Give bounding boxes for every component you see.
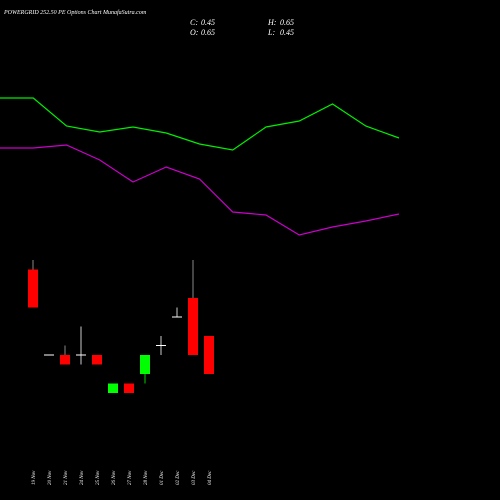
- candle-body: [204, 336, 214, 374]
- candle-body: [92, 355, 102, 365]
- ohlc-label: O:: [190, 28, 199, 37]
- indicator-line: [0, 97, 400, 151]
- ohlc-value: 0.65: [280, 18, 294, 27]
- ohlc-label: C:: [190, 18, 198, 27]
- x-tick-label: 04 Dec: [208, 470, 213, 485]
- ohlc-label: H:: [267, 18, 277, 27]
- candle-body: [140, 355, 150, 374]
- x-tick-label: 21 Nov: [64, 470, 69, 485]
- candle-body: [172, 316, 182, 318]
- chart-title: POWERGRID 252.50 PE Options Chart Munafa…: [3, 9, 147, 16]
- x-tick-label: 28 Nov: [144, 470, 149, 485]
- x-tick-label: 25 Nov: [96, 470, 101, 485]
- ohlc-value: 0.45: [280, 28, 294, 37]
- candle-body: [28, 269, 38, 308]
- x-tick-label: 27 Nov: [128, 470, 133, 485]
- candle-body: [188, 298, 198, 355]
- x-tick-label: 03 Dec: [192, 470, 197, 485]
- indicator-line: [0, 144, 400, 236]
- ohlc-value: 0.45: [201, 18, 215, 27]
- candle-body: [60, 355, 70, 365]
- x-tick-label: 26 Nov: [112, 470, 117, 485]
- x-tick-label: 20 Nov: [48, 470, 53, 485]
- candle-body: [76, 354, 86, 356]
- candle-body: [156, 345, 166, 346]
- x-tick-label: 24 Nov: [80, 470, 85, 485]
- ohlc-label: L:: [267, 28, 275, 37]
- x-tick-label: 02 Dec: [176, 470, 181, 485]
- candle-body: [108, 383, 118, 393]
- x-tick-label: 01 Dec: [160, 470, 165, 485]
- ohlc-value: 0.65: [201, 28, 215, 37]
- x-tick-label: 19 Nov: [32, 470, 37, 485]
- candle-body: [124, 383, 134, 393]
- candle-body: [44, 354, 54, 356]
